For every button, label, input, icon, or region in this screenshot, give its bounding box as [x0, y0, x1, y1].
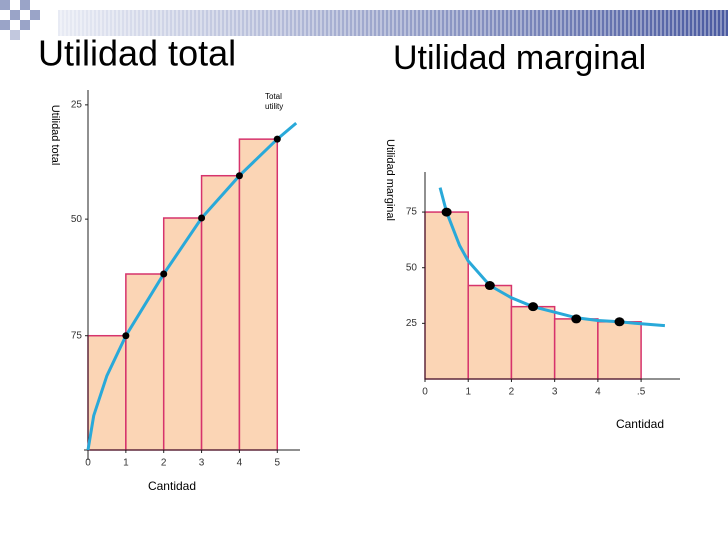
y-axis-label: Utilidad total [49, 105, 61, 166]
bar [200, 174, 241, 451]
bar [162, 217, 203, 451]
data-point [571, 314, 582, 324]
x-tick-label: 5 [275, 458, 281, 469]
y-tick-label: 50 [71, 214, 83, 225]
x-tick-label: 2 [161, 458, 167, 469]
bar [467, 284, 513, 380]
data-point [273, 135, 281, 143]
bar [125, 273, 165, 451]
chart-title: Utilidad marginal [393, 39, 646, 77]
x-tick-label: 3 [552, 387, 558, 398]
y-tick-label: 50 [406, 262, 418, 273]
x-tick-label: .5 [637, 387, 646, 398]
y-tick-label: 25 [406, 318, 418, 329]
x-tick-label: 4 [237, 458, 243, 469]
bar [553, 318, 599, 380]
data-point [614, 317, 625, 327]
annotation: utility [265, 102, 283, 111]
data-point [235, 172, 243, 180]
annotation: Total [265, 92, 282, 101]
x-axis-label: Cantidad [148, 479, 196, 493]
x-tick-label: 1 [465, 387, 471, 398]
bar [87, 334, 127, 451]
bar [510, 305, 556, 380]
bar [238, 138, 279, 451]
data-point [122, 332, 130, 340]
data-point [484, 281, 495, 291]
y-tick-label: 75 [71, 330, 83, 341]
data-point [160, 270, 168, 278]
x-tick-label: 3 [199, 458, 205, 469]
checker-decoration [0, 0, 40, 40]
x-tick-label: 4 [595, 387, 601, 398]
x-axis-label: Cantidad [616, 417, 664, 431]
bar [597, 321, 642, 380]
header-stripes [58, 10, 728, 36]
data-point [528, 302, 539, 312]
x-tick-label: 0 [422, 387, 428, 398]
data-point [198, 214, 206, 222]
x-tick-label: 1 [123, 458, 129, 469]
y-tick-label: 75 [406, 207, 418, 218]
x-tick-label: 2 [509, 387, 515, 398]
y-axis-label: Utilidad marginal [384, 139, 396, 221]
chart-title: Utilidad total [38, 33, 236, 74]
x-tick-label: 0 [85, 458, 91, 469]
y-tick-label: 25 [71, 99, 83, 110]
bar [424, 211, 469, 380]
data-point [441, 207, 452, 217]
